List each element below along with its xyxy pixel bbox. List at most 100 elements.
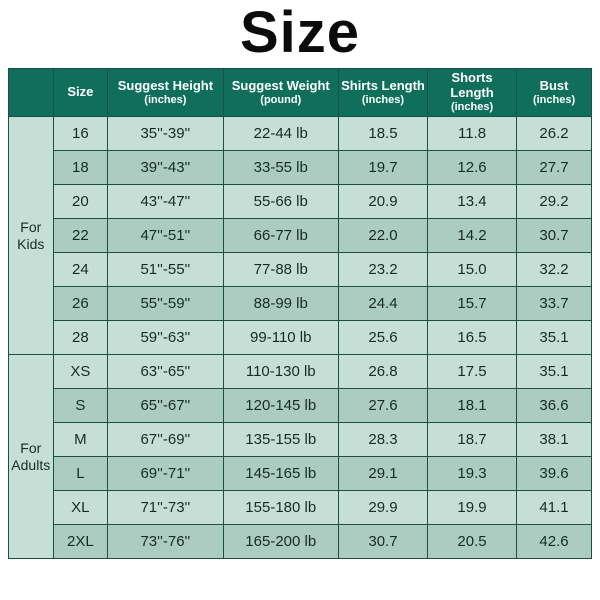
- cell-height: 63''-65'': [108, 355, 223, 389]
- cell-shirts: 28.3: [338, 423, 427, 457]
- table-row: XL71''-73''155-180 lb29.919.941.1: [9, 491, 592, 525]
- cell-height: 71''-73'': [108, 491, 223, 525]
- cell-shorts: 12.6: [428, 151, 517, 185]
- cell-weight: 77-88 lb: [223, 253, 338, 287]
- cell-weight: 22-44 lb: [223, 117, 338, 151]
- cell-shorts: 13.4: [428, 185, 517, 219]
- cell-shirts: 24.4: [338, 287, 427, 321]
- cell-height: 47''-51'': [108, 219, 223, 253]
- cell-shorts: 19.3: [428, 457, 517, 491]
- cell-shorts: 20.5: [428, 525, 517, 559]
- cell-shorts: 17.5: [428, 355, 517, 389]
- cell-shirts: 23.2: [338, 253, 427, 287]
- cell-size: 18: [53, 151, 108, 185]
- cell-bust: 42.6: [517, 525, 592, 559]
- header-bust: Bust(inches): [517, 69, 592, 117]
- cell-shirts: 27.6: [338, 389, 427, 423]
- page-title: Size: [8, 4, 592, 62]
- cell-height: 51''-55'': [108, 253, 223, 287]
- cell-shirts: 20.9: [338, 185, 427, 219]
- cell-bust: 41.1: [517, 491, 592, 525]
- cell-weight: 88-99 lb: [223, 287, 338, 321]
- cell-bust: 38.1: [517, 423, 592, 457]
- cell-height: 39''-43'': [108, 151, 223, 185]
- cell-weight: 55-66 lb: [223, 185, 338, 219]
- cell-bust: 27.7: [517, 151, 592, 185]
- cell-shorts: 19.9: [428, 491, 517, 525]
- cell-size: L: [53, 457, 108, 491]
- cell-shorts: 18.1: [428, 389, 517, 423]
- table-row: 1839''-43''33-55 lb19.712.627.7: [9, 151, 592, 185]
- cell-size: XL: [53, 491, 108, 525]
- cell-shorts: 15.7: [428, 287, 517, 321]
- cell-weight: 165-200 lb: [223, 525, 338, 559]
- table-row: 2043''-47''55-66 lb20.913.429.2: [9, 185, 592, 219]
- cell-size: 16: [53, 117, 108, 151]
- cell-size: 2XL: [53, 525, 108, 559]
- cell-bust: 26.2: [517, 117, 592, 151]
- cell-shorts: 16.5: [428, 321, 517, 355]
- table-row: L69''-71''145-165 lb29.119.339.6: [9, 457, 592, 491]
- table-row: 2859''-63''99-110 lb25.616.535.1: [9, 321, 592, 355]
- cell-shirts: 25.6: [338, 321, 427, 355]
- cell-shirts: 30.7: [338, 525, 427, 559]
- cell-size: S: [53, 389, 108, 423]
- cell-bust: 39.6: [517, 457, 592, 491]
- cell-shorts: 11.8: [428, 117, 517, 151]
- cell-bust: 35.1: [517, 321, 592, 355]
- cell-shorts: 15.0: [428, 253, 517, 287]
- table-row: 2XL73''-76''165-200 lb30.720.542.6: [9, 525, 592, 559]
- cell-shorts: 14.2: [428, 219, 517, 253]
- cell-size: 20: [53, 185, 108, 219]
- header-row: Size Suggest Height(inches) Suggest Weig…: [9, 69, 592, 117]
- cell-shirts: 22.0: [338, 219, 427, 253]
- cell-height: 59''-63'': [108, 321, 223, 355]
- cell-shirts: 18.5: [338, 117, 427, 151]
- table-row: ForAdultsXS63''-65''110-130 lb26.817.535…: [9, 355, 592, 389]
- table-row: S65''-67''120-145 lb27.618.136.6: [9, 389, 592, 423]
- cell-shirts: 26.8: [338, 355, 427, 389]
- cell-weight: 110-130 lb: [223, 355, 338, 389]
- cell-height: 67''-69'': [108, 423, 223, 457]
- cell-height: 35''-39'': [108, 117, 223, 151]
- cell-bust: 32.2: [517, 253, 592, 287]
- cell-size: XS: [53, 355, 108, 389]
- cell-size: 24: [53, 253, 108, 287]
- cell-size: 28: [53, 321, 108, 355]
- cell-bust: 30.7: [517, 219, 592, 253]
- cell-shirts: 19.7: [338, 151, 427, 185]
- cell-shirts: 29.1: [338, 457, 427, 491]
- cell-height: 55''-59'': [108, 287, 223, 321]
- cell-weight: 155-180 lb: [223, 491, 338, 525]
- cell-bust: 29.2: [517, 185, 592, 219]
- header-height: Suggest Height(inches): [108, 69, 223, 117]
- cell-height: 69''-71'': [108, 457, 223, 491]
- cell-height: 73''-76'': [108, 525, 223, 559]
- table-row: 2655''-59''88-99 lb24.415.733.7: [9, 287, 592, 321]
- table-row: M67''-69''135-155 lb28.318.738.1: [9, 423, 592, 457]
- header-shirts: Shirts Length(inches): [338, 69, 427, 117]
- size-table: Size Suggest Height(inches) Suggest Weig…: [8, 68, 592, 559]
- cell-size: 26: [53, 287, 108, 321]
- table-row: ForKids1635''-39''22-44 lb18.511.826.2: [9, 117, 592, 151]
- cell-height: 65''-67'': [108, 389, 223, 423]
- cell-bust: 33.7: [517, 287, 592, 321]
- cell-bust: 35.1: [517, 355, 592, 389]
- header-weight: Suggest Weight(pound): [223, 69, 338, 117]
- cell-weight: 66-77 lb: [223, 219, 338, 253]
- header-blank: [9, 69, 54, 117]
- group-label: ForKids: [9, 117, 54, 355]
- cell-shorts: 18.7: [428, 423, 517, 457]
- cell-weight: 135-155 lb: [223, 423, 338, 457]
- table-row: 2451''-55''77-88 lb23.215.032.2: [9, 253, 592, 287]
- cell-weight: 33-55 lb: [223, 151, 338, 185]
- cell-weight: 120-145 lb: [223, 389, 338, 423]
- header-shorts: Shorts Length(inches): [428, 69, 517, 117]
- cell-height: 43''-47'': [108, 185, 223, 219]
- cell-bust: 36.6: [517, 389, 592, 423]
- cell-size: M: [53, 423, 108, 457]
- cell-weight: 99-110 lb: [223, 321, 338, 355]
- group-label: ForAdults: [9, 355, 54, 559]
- header-size: Size: [53, 69, 108, 117]
- table-row: 2247''-51''66-77 lb22.014.230.7: [9, 219, 592, 253]
